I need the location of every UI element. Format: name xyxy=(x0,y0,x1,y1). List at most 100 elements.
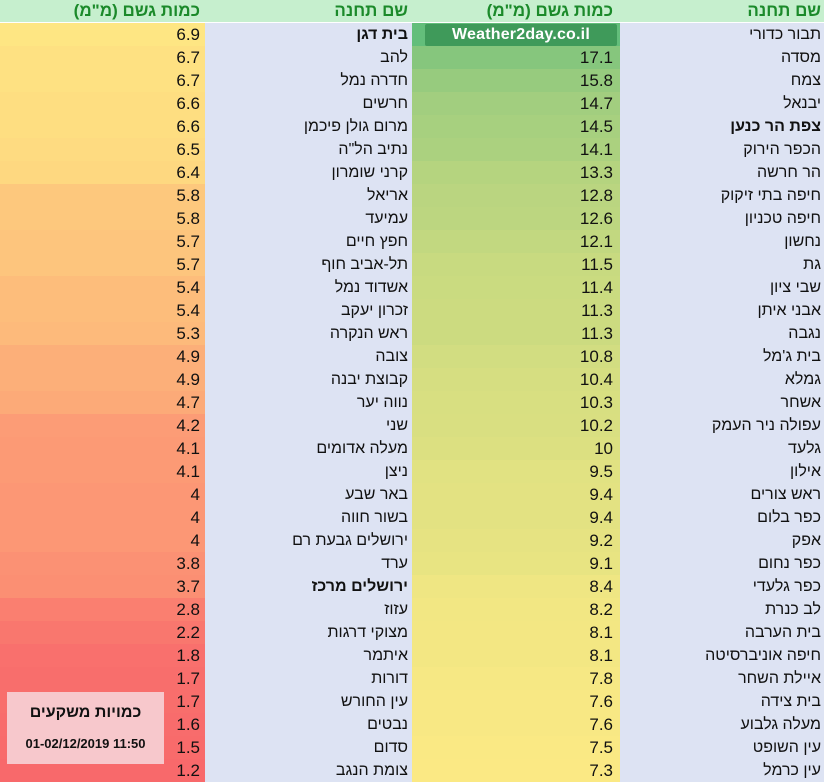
station-name-right: איתמר xyxy=(205,644,412,667)
station-name-right: בשור חווה xyxy=(205,506,412,529)
table-row: חיפה טכניון 12.6 עמיעד 5.8 xyxy=(0,207,824,230)
rain-value-left: 11.3 xyxy=(412,299,620,322)
rain-value-left: 12.1 xyxy=(412,230,620,253)
station-name-right: זכרון יעקב xyxy=(205,299,412,322)
table-row: גת 11.5 תל-אביב חוף 5.7 xyxy=(0,253,824,276)
station-name-left: כפר גלעדי xyxy=(620,575,824,598)
header-station-right: שם תחנה xyxy=(205,0,412,22)
rain-value-right: 6.7 xyxy=(0,46,205,69)
station-name-right: קרני שומרון xyxy=(205,161,412,184)
table-row: אבני איתן 11.3 זכרון יעקב 5.4 xyxy=(0,299,824,322)
station-name-right: ראש הנקרה xyxy=(205,322,412,345)
station-name-right: שני xyxy=(205,414,412,437)
rain-value-left: 10.4 xyxy=(412,368,620,391)
station-name-left: אילון xyxy=(620,460,824,483)
table-row: נחשון 12.1 חפץ חיים 5.7 xyxy=(0,230,824,253)
station-name-left: בית הערבה xyxy=(620,621,824,644)
table-row: כפר בלום 9.4 בשור חווה 4 xyxy=(0,506,824,529)
rain-value-left: 12.6 xyxy=(412,207,620,230)
rain-value-right: 6.7 xyxy=(0,69,205,92)
rain-value-left: 8.2 xyxy=(412,598,620,621)
rain-value-right: 4.7 xyxy=(0,391,205,414)
station-name-right: נבטים xyxy=(205,713,412,736)
rain-value-right: 4 xyxy=(0,483,205,506)
rain-value-right: 6.5 xyxy=(0,138,205,161)
station-name-left: איילת השחר xyxy=(620,667,824,690)
station-name-left: אבני איתן xyxy=(620,299,824,322)
table-row: עין כרמל 7.3 צומת הנגב 1.2 xyxy=(0,759,824,782)
station-name-left: בית ג'מל xyxy=(620,345,824,368)
rain-value-left: 11.5 xyxy=(412,253,620,276)
station-name-right: ניצן xyxy=(205,460,412,483)
table-row: עין השופט 7.5 סדום 1.5 xyxy=(0,736,824,759)
rain-value-left: 9.5 xyxy=(412,460,620,483)
station-name-left: חיפה בתי זיקוק xyxy=(620,184,824,207)
rain-value-right: 6.6 xyxy=(0,92,205,115)
rain-value-left: 9.2 xyxy=(412,529,620,552)
station-name-right: סדום xyxy=(205,736,412,759)
station-name-right: בית דגן xyxy=(205,23,412,46)
station-name-right: נתיב הל"ה xyxy=(205,138,412,161)
rain-value-left: 11.3 xyxy=(412,322,620,345)
rain-value-right: 5.7 xyxy=(0,230,205,253)
station-name-left: עפולה ניר העמק xyxy=(620,414,824,437)
station-name-left: אשחר xyxy=(620,391,824,414)
rain-value-right: 4.1 xyxy=(0,460,205,483)
rain-value-right: 4 xyxy=(0,529,205,552)
header-rain-right: כמות גשם (מ"מ) xyxy=(0,0,205,22)
station-name-left: נחשון xyxy=(620,230,824,253)
station-name-left: כפר נחום xyxy=(620,552,824,575)
station-name-left: גת xyxy=(620,253,824,276)
station-name-left: כפר בלום xyxy=(620,506,824,529)
site-logo: Weather2day.co.il xyxy=(425,24,617,46)
rain-value-left: 12.8 xyxy=(412,184,620,207)
rain-value-right: 6.9 xyxy=(0,23,205,46)
table-row: בית ג'מל 10.8 צובה 4.9 xyxy=(0,345,824,368)
rain-value-left: 14.7 xyxy=(412,92,620,115)
rain-value-left: 10.2 xyxy=(412,414,620,437)
rain-value-left: 7.8 xyxy=(412,667,620,690)
station-name-right: עמיעד xyxy=(205,207,412,230)
table-row: לב כנרת 8.2 עזוז 2.8 xyxy=(0,598,824,621)
table-row: אפק 9.2 ירושלים גבעת רם 4 xyxy=(0,529,824,552)
rain-value-right: 6.6 xyxy=(0,115,205,138)
table-row: מסדה 17.1 להב 6.7 xyxy=(0,46,824,69)
rain-value-left: 11.4 xyxy=(412,276,620,299)
table-row: הר חרשה 13.3 קרני שומרון 6.4 xyxy=(0,161,824,184)
rain-value-left: 14.1 xyxy=(412,138,620,161)
station-name-left: הכפר הירוק xyxy=(620,138,824,161)
rain-value-left: 9.4 xyxy=(412,483,620,506)
table-row: חיפה אוניברסיטה 8.1 איתמר 1.8 xyxy=(0,644,824,667)
table-row: גמלא 10.4 קבוצת יבנה 4.9 xyxy=(0,368,824,391)
rain-value-right: 5.3 xyxy=(0,322,205,345)
station-name-right: דורות xyxy=(205,667,412,690)
rain-value-right: 4.1 xyxy=(0,437,205,460)
table-row: יבנאל 14.7 חרשים 6.6 xyxy=(0,92,824,115)
rain-value-right: 6.4 xyxy=(0,161,205,184)
rain-value-left: 10 xyxy=(412,437,620,460)
station-name-left: ראש צורים xyxy=(620,483,824,506)
table-row: כפר גלעדי 8.4 ירושלים מרכז 3.7 xyxy=(0,575,824,598)
table-row: שבי ציון 11.4 אשדוד נמל 5.4 xyxy=(0,276,824,299)
station-name-left: עין כרמל xyxy=(620,759,824,782)
rain-value-left: 15.8 xyxy=(412,69,620,92)
table-row: צפת הר כנען 14.5 מרום גולן פיכמן 6.6 xyxy=(0,115,824,138)
station-name-left: בית צידה xyxy=(620,690,824,713)
header-rain-left: כמות גשם (מ"מ) xyxy=(412,0,620,22)
table-row: בית הערבה 8.1 מצוקי דרגות 2.2 xyxy=(0,621,824,644)
station-name-left: גלעד xyxy=(620,437,824,460)
station-name-left: נגבה xyxy=(620,322,824,345)
rain-value-right: 4.9 xyxy=(0,345,205,368)
station-name-left: צמח xyxy=(620,69,824,92)
station-name-right: עין החורש xyxy=(205,690,412,713)
station-name-right: באר שבע xyxy=(205,483,412,506)
stamp-title: כמויות משקעים xyxy=(29,704,142,721)
station-name-right: אריאל xyxy=(205,184,412,207)
header-row: שם תחנה כמות גשם (מ"מ) שם תחנה כמות גשם … xyxy=(0,0,824,22)
table-row: גלעד 10 מעלה אדומים 4.1 xyxy=(0,437,824,460)
station-name-left: צפת הר כנען xyxy=(620,115,824,138)
rain-value-left: 7.6 xyxy=(412,690,620,713)
table-row: נגבה 11.3 ראש הנקרה 5.3 xyxy=(0,322,824,345)
